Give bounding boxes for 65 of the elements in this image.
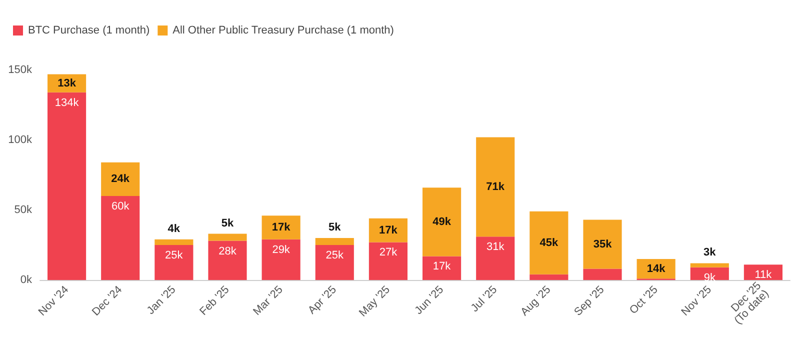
data-label: 17k <box>379 224 398 236</box>
bar <box>530 274 568 280</box>
bar <box>583 220 622 269</box>
data-label: 49k <box>432 216 452 228</box>
y-tick-label: 50k <box>14 204 32 216</box>
bar <box>315 245 354 280</box>
x-tick-label: Jan '25 <box>144 284 178 318</box>
bar <box>101 196 140 280</box>
data-label: 134k <box>54 96 80 109</box>
data-label: 11k <box>754 269 772 282</box>
bar <box>422 256 462 280</box>
bar <box>208 234 247 241</box>
data-label: 13k <box>58 77 77 90</box>
x-tick-label: Nov '24 <box>36 284 72 318</box>
bar <box>101 162 140 196</box>
data-label: 24k <box>111 173 130 186</box>
bar <box>48 92 86 280</box>
data-label: 17k <box>432 260 452 273</box>
data-label: 71k <box>486 180 506 193</box>
x-tick-label: Nov '25 <box>679 284 714 318</box>
y-tick-label: 100k <box>8 134 32 146</box>
bar <box>476 137 515 237</box>
bar <box>422 188 462 256</box>
data-label: 5k <box>328 222 342 234</box>
data-label: 60k <box>111 200 130 212</box>
bar <box>368 218 408 242</box>
x-tick-label: Dec '24 <box>90 284 125 318</box>
bar <box>154 239 194 245</box>
x-tick-label: Aug '25 <box>518 284 554 318</box>
data-label: 4k <box>168 222 181 235</box>
data-label: 45k <box>540 236 559 249</box>
bar <box>262 239 300 280</box>
bar <box>583 268 622 280</box>
data-label: 25k <box>165 250 184 262</box>
bar <box>744 264 782 280</box>
data-label: 3k <box>704 246 717 259</box>
data-label: 5k <box>221 217 234 230</box>
bar <box>208 240 247 280</box>
x-tick-label: Sep '25 <box>572 284 607 318</box>
bar <box>530 211 568 274</box>
x-tick-label: May '25 <box>357 284 392 320</box>
bar <box>476 236 515 280</box>
x-tick-label: Apr '25 <box>306 284 339 317</box>
y-tick-label: 150k <box>8 64 32 76</box>
data-label: 28k <box>218 245 237 258</box>
x-tick-label: Feb '25 <box>198 284 232 318</box>
legend-label: All Other Public Treasury Purchase (1 month) <box>172 24 394 36</box>
data-label: 35k <box>593 238 613 250</box>
x-tick-label: Mar '25 <box>251 284 286 318</box>
data-label: 14k <box>646 262 666 275</box>
bar <box>315 238 354 245</box>
x-tick-label: Jul '25 <box>468 284 500 314</box>
x-tick-label: Jun '25 <box>412 284 446 318</box>
data-label: 29k <box>272 244 290 256</box>
bar <box>262 216 300 240</box>
data-label: 27k <box>379 246 398 259</box>
data-label: 17k <box>272 222 292 234</box>
bar <box>690 263 729 268</box>
data-label: 31k <box>486 241 505 254</box>
legend-label: BTC Purchase (1 month) <box>28 24 150 36</box>
y-tick-label: 0k <box>20 274 32 286</box>
bar <box>154 245 194 280</box>
bar <box>368 242 408 280</box>
x-tick-label: Oct '25 <box>627 284 660 317</box>
data-label: 25k <box>326 250 344 262</box>
